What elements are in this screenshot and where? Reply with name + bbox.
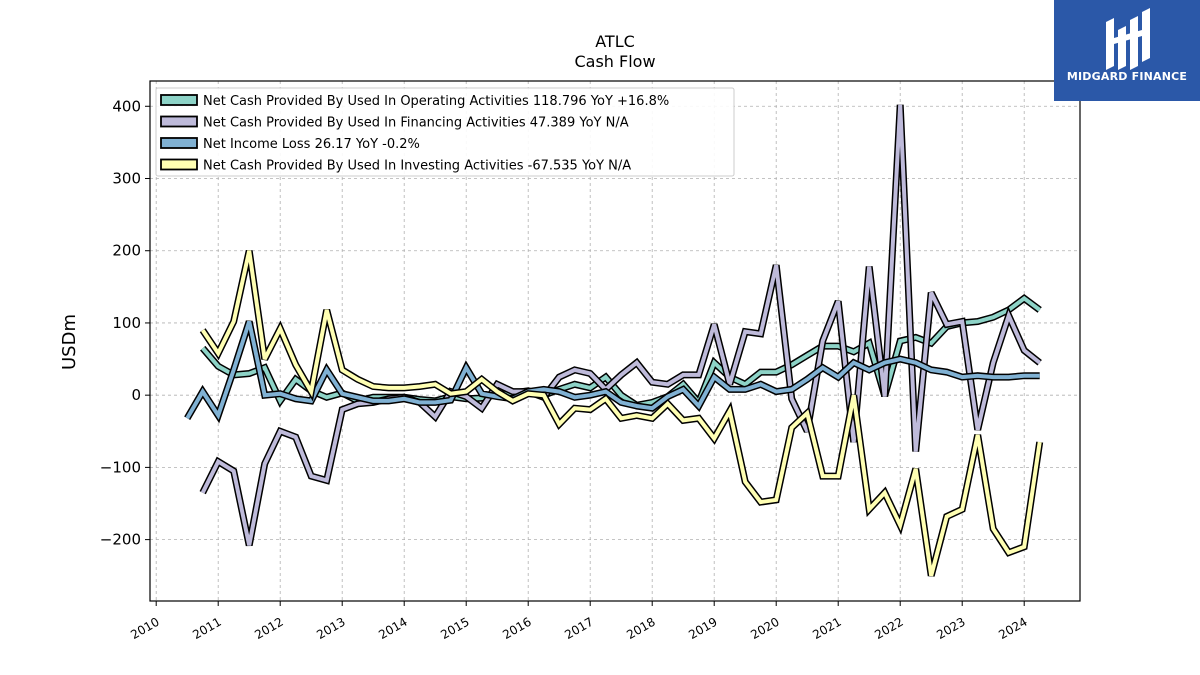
x-tick-label: 2013 xyxy=(314,615,347,642)
y-tick-label: −200 xyxy=(100,531,141,549)
legend-entry: Net Cash Provided By Used In Investing A… xyxy=(203,159,631,174)
y-tick-label: −100 xyxy=(100,458,141,476)
y-tick-label: 0 xyxy=(131,386,141,404)
x-tick-label: 2017 xyxy=(562,615,595,642)
legend-swatch xyxy=(160,158,198,171)
x-tick-label: 2021 xyxy=(810,615,843,642)
series-lines xyxy=(184,104,1044,577)
midgard-logo-icon xyxy=(1106,8,1150,70)
chart-title: ATLC xyxy=(595,32,635,51)
x-tick-label: 2010 xyxy=(128,615,161,642)
y-tick-label: 400 xyxy=(112,97,141,115)
series-line-3 xyxy=(201,250,1042,577)
axes-frame xyxy=(149,80,1081,602)
legend-entry: Net Cash Provided By Used In Financing A… xyxy=(203,116,629,131)
legend-box xyxy=(155,87,735,177)
x-tick-label: 2014 xyxy=(376,615,409,642)
legend-entry: Net Income Loss 26.17 YoY -0.2% xyxy=(203,137,420,152)
x-tick-label: 2023 xyxy=(934,615,967,642)
y-tick-label: 200 xyxy=(112,242,141,260)
legend: Net Cash Provided By Used In Operating A… xyxy=(155,87,735,177)
legend-swatch xyxy=(160,115,198,128)
x-tick-label: 2011 xyxy=(190,615,223,642)
x-tick-label: 2018 xyxy=(624,615,657,642)
series-line-1 xyxy=(200,104,1041,546)
brand-logo: MIDGARD FINANCE xyxy=(1054,0,1200,101)
series-line-2 xyxy=(185,320,1040,420)
y-axis-label: USDm xyxy=(59,314,80,370)
x-tick-label: 2015 xyxy=(438,615,471,642)
legend-entry: Net Cash Provided By Used In Operating A… xyxy=(203,94,669,109)
y-tick-label: 300 xyxy=(112,170,141,188)
x-tick-label: 2019 xyxy=(686,615,719,642)
legend-swatch xyxy=(160,137,198,149)
x-tick-label: 2020 xyxy=(748,615,781,642)
brand-name: MIDGARD FINANCE xyxy=(1066,70,1188,83)
y-tick-label: 100 xyxy=(112,314,141,332)
x-tick-label: 2024 xyxy=(996,615,1029,642)
x-tick-label: 2012 xyxy=(252,615,285,642)
x-tick-label: 2016 xyxy=(500,615,533,642)
chart-subtitle: Cash Flow xyxy=(574,52,655,71)
legend-swatch xyxy=(160,94,198,106)
x-tick-label: 2022 xyxy=(872,615,905,642)
